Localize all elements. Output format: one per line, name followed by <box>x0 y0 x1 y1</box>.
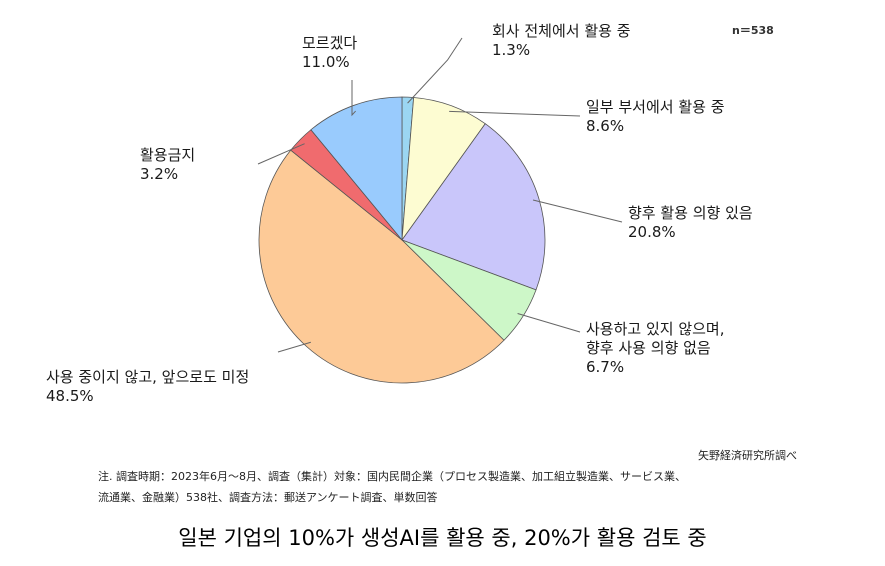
leader-line <box>257 143 305 165</box>
survey-note-line: 注. 調査時期：2023年6月～8月、調査（集計）対象：国内民間企業（プロセス製… <box>98 470 686 483</box>
pie-chart <box>257 37 623 384</box>
slice-label-plan-to-use: 향후 활용 의향 있음 20.8% <box>628 204 753 242</box>
survey-note: 注. 調査時期：2023年6月～8月、調査（集計）対象：国内民間企業（プロセス製… <box>98 466 838 508</box>
slice-label-dont-know: 모르겠다 11.0% <box>302 34 357 72</box>
leader-line <box>449 110 581 117</box>
leader-line <box>351 80 357 117</box>
slice-value-text: 20.8% <box>628 223 676 241</box>
slice-label-company-wide: 회사 전체에서 활용 중 1.3% <box>492 22 631 60</box>
pie-slice <box>258 149 505 384</box>
leader-line <box>532 199 623 223</box>
leader-line <box>407 37 463 104</box>
slice-label-text: 향후 활용 의향 있음 <box>628 204 753 222</box>
slice-value-text: 48.5% <box>46 387 94 405</box>
slice-label-no-plan: 사용하고 있지 않으며, 향후 사용 의향 없음 6.7% <box>586 320 725 377</box>
slice-label-text: 일부 부서에서 활용 중 <box>586 98 725 116</box>
pie-slice <box>401 123 546 291</box>
slice-label-prohibited: 활용금지 3.2% <box>140 146 195 184</box>
slice-label-undecided: 사용 중이지 않고, 앞으로도 미정 48.5% <box>46 368 249 406</box>
slice-value-text: 8.6% <box>586 117 625 135</box>
slice-label-text: 활용금지 <box>140 146 196 164</box>
slice-value-text: 1.3% <box>492 41 531 59</box>
slice-label-text: 사용하고 있지 않으며, 향후 사용 의향 없음 <box>586 320 725 357</box>
slice-label-text: 회사 전체에서 활용 중 <box>492 22 631 40</box>
sample-size-label: n＝538 <box>732 24 774 37</box>
slice-value-text: 11.0% <box>302 53 350 71</box>
leader-line <box>517 313 581 333</box>
slice-label-text: 사용 중이지 않고, 앞으로도 미정 <box>46 368 250 386</box>
source-credit: 矢野経済研究所調べ <box>698 449 797 462</box>
pie-slice <box>310 96 403 242</box>
slice-value-text: 6.7% <box>586 358 625 376</box>
slice-value-text: 3.2% <box>140 165 179 183</box>
survey-note-line: 流通業、金融業）538社、調査方法：郵送アンケート調査、単数回答 <box>98 491 438 504</box>
slice-label-some-departments: 일부 부서에서 활용 중 8.6% <box>586 98 725 136</box>
slice-label-text: 모르겠다 <box>302 34 358 52</box>
pie-chart-svg <box>257 37 623 384</box>
caption: 일본 기업의 10%가 생성AI를 활용 중, 20%가 활용 검토 중 <box>178 526 707 550</box>
leader-line <box>277 341 311 353</box>
